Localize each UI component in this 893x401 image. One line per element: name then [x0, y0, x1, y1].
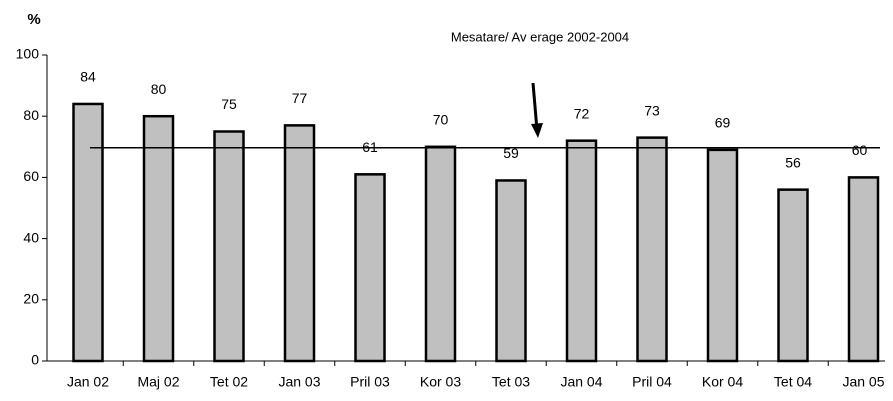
bar	[706, 148, 739, 363]
x-tick-label: Jan 03	[278, 374, 320, 390]
bar	[636, 136, 668, 363]
data-label: 72	[574, 105, 590, 121]
data-label: 56	[785, 154, 801, 170]
data-label: 77	[292, 90, 308, 106]
bar	[142, 114, 175, 363]
x-tick-label: Tet 03	[492, 374, 530, 390]
bar	[424, 145, 457, 363]
y-tick-label: 100	[16, 46, 40, 62]
data-label: 84	[80, 69, 96, 85]
y-tick-label: 40	[23, 229, 39, 245]
bar	[495, 179, 527, 363]
data-label: 73	[644, 102, 660, 118]
data-label: 75	[221, 96, 237, 112]
arrow	[531, 82, 543, 138]
x-tick-label: Maj 02	[137, 374, 179, 390]
y-tick-label: 20	[23, 291, 39, 307]
bar	[213, 130, 245, 363]
data-label: 70	[433, 112, 449, 128]
bar	[847, 176, 880, 363]
x-tick-label: Pril 04	[632, 374, 672, 390]
x-tick-label: Jan 02	[67, 374, 109, 390]
y-tick-label: 0	[31, 352, 39, 368]
x-tick-label: Tet 02	[210, 374, 248, 390]
x-tick-label: Kor 03	[420, 374, 461, 390]
bar	[777, 188, 809, 363]
bar	[565, 139, 598, 363]
x-tick-label: Kor 04	[702, 374, 743, 390]
bar	[354, 173, 386, 363]
y-axis-label: %	[27, 11, 40, 28]
x-tick-label: Tet 04	[774, 374, 812, 390]
data-label: 59	[503, 145, 519, 161]
x-tick-label: Jan 05	[842, 374, 884, 390]
data-label: 80	[151, 81, 167, 97]
x-tick-label: Pril 03	[350, 374, 390, 390]
annotation: Mesatare/ Av erage 2002-2004	[451, 29, 629, 44]
data-label: 60	[852, 142, 868, 158]
bar	[283, 124, 316, 363]
data-label: 69	[715, 115, 731, 131]
y-tick-label: 80	[23, 107, 39, 123]
y-tick-label: 60	[23, 168, 39, 184]
bar	[72, 102, 104, 363]
x-tick-label: Jan 04	[560, 374, 602, 390]
